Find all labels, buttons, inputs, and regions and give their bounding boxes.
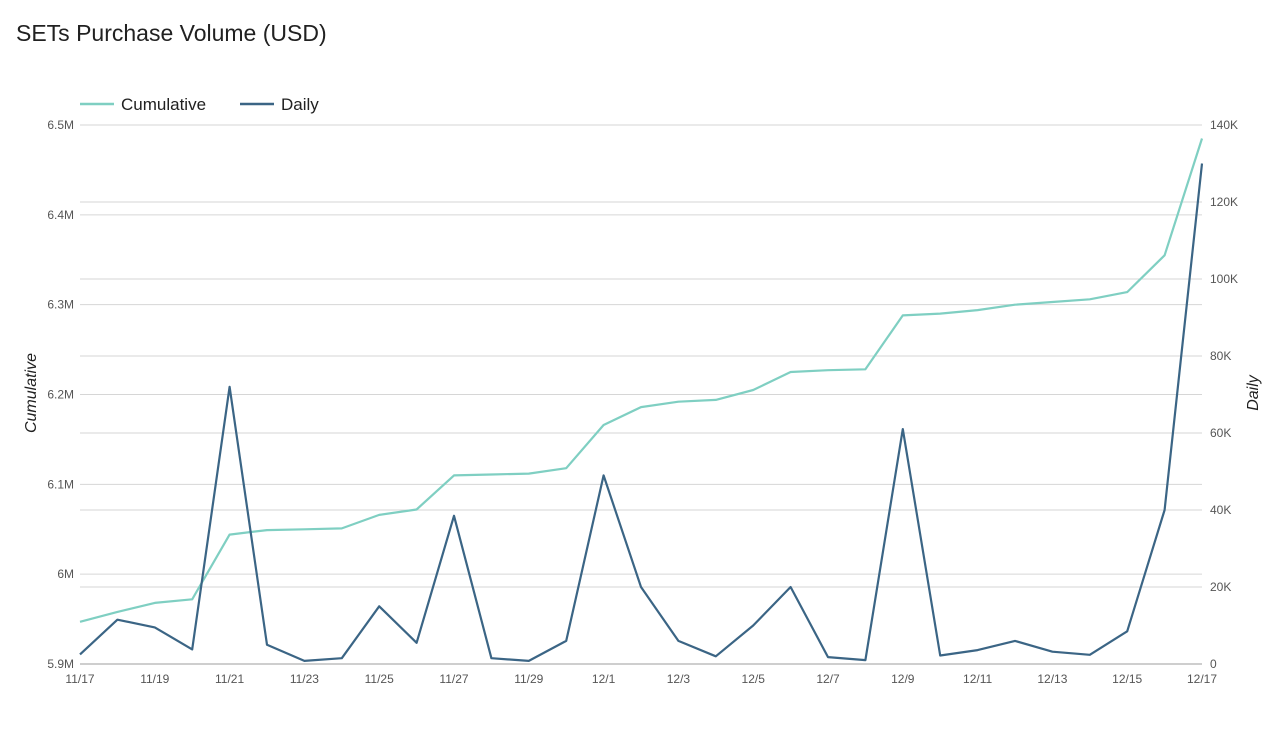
x-tick-label: 11/29 <box>514 672 543 686</box>
x-tick-label: 12/13 <box>1037 672 1067 686</box>
left-tick-label: 6.5M <box>47 118 74 132</box>
left-tick-label: 6.2M <box>47 388 74 402</box>
right-tick-label: 40K <box>1210 503 1231 517</box>
series-lines <box>79 138 1204 663</box>
x-tick-label: 11/19 <box>140 672 169 686</box>
series-line-cumulative <box>79 138 1204 623</box>
right-tick-label: 60K <box>1210 426 1231 440</box>
x-tick-label: 12/5 <box>742 672 766 686</box>
right-tick-label: 80K <box>1210 349 1231 363</box>
right-axis-title: Daily <box>1245 374 1262 411</box>
x-tick-label: 12/15 <box>1112 672 1142 686</box>
left-tick-label: 6.4M <box>47 208 74 222</box>
x-tick-label: 11/27 <box>439 672 468 686</box>
right-tick-label: 120K <box>1210 195 1238 209</box>
legend-label-daily: Daily <box>281 95 319 114</box>
x-tick-label: 11/17 <box>65 672 94 686</box>
x-tick-label: 11/25 <box>365 672 394 686</box>
right-tick-label: 100K <box>1210 272 1238 286</box>
legend: Cumulative Daily <box>80 95 319 114</box>
gridlines <box>80 124 1202 665</box>
right-tick-label: 140K <box>1210 118 1238 132</box>
x-tick-label: 12/9 <box>891 672 915 686</box>
chart-title: SETs Purchase Volume (USD) <box>16 20 327 46</box>
x-tick-label: 12/17 <box>1187 672 1217 686</box>
left-tick-label: 6M <box>57 567 74 581</box>
x-tick-label: 12/7 <box>816 672 840 686</box>
x-tick-label: 11/23 <box>290 672 319 686</box>
right-tick-label: 20K <box>1210 580 1231 594</box>
right-axis-ticks: 0 20K 40K 60K 80K 100K 120K 140K <box>1210 118 1238 671</box>
x-tick-label: 12/11 <box>963 672 992 686</box>
left-tick-label: 5.9M <box>47 657 74 671</box>
x-tick-label: 12/3 <box>667 672 691 686</box>
left-tick-label: 6.3M <box>47 298 74 312</box>
x-tick-label: 11/21 <box>215 672 244 686</box>
left-axis-title: Cumulative <box>23 353 40 433</box>
x-axis-ticks: 11/17 11/19 11/21 11/23 11/25 11/27 11/29 12/1 1… <box>65 672 1217 686</box>
left-axis-ticks: 5.9M 6M 6.1M 6.2M 6.3M 6.4M 6.5M <box>47 118 74 671</box>
right-tick-label: 0 <box>1210 657 1217 671</box>
legend-label-cumulative: Cumulative <box>121 95 206 114</box>
x-tick-label: 12/1 <box>592 672 616 686</box>
series-line-daily <box>79 163 1204 663</box>
left-tick-label: 6.1M <box>47 477 74 491</box>
